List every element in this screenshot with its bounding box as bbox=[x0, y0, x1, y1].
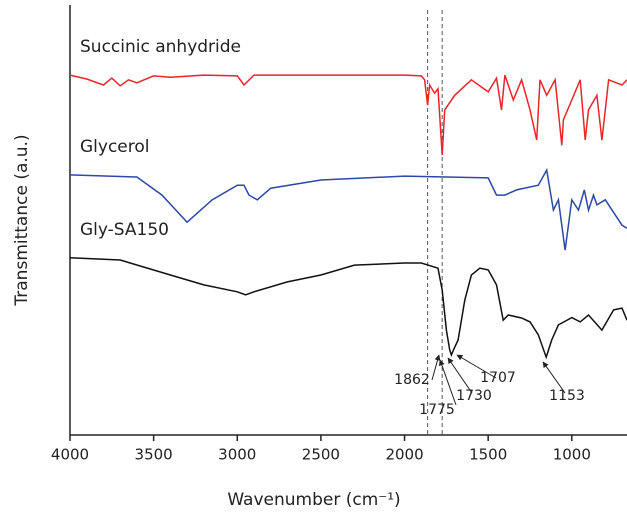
annotation-arrow bbox=[456, 354, 497, 379]
spectrum-line bbox=[69, 74, 627, 156]
annotation-arrow bbox=[447, 357, 473, 394]
x-tick-label: 2500 bbox=[302, 446, 340, 464]
spectrum-line bbox=[69, 257, 627, 360]
x-tick-label: 1000 bbox=[553, 446, 591, 464]
series-label: Gly-SA150 bbox=[80, 220, 169, 240]
annotation-arrow bbox=[542, 361, 566, 394]
x-tick-label: 1500 bbox=[469, 446, 507, 464]
annotation-arrow bbox=[438, 359, 457, 406]
x-tick-label: 4000 bbox=[51, 446, 89, 464]
annotation: 1775 bbox=[419, 402, 455, 418]
x-tick-label: 2000 bbox=[385, 446, 423, 464]
y-axis-label: Transmittance (a.u.) bbox=[12, 134, 32, 306]
x-tick-label: 3500 bbox=[135, 446, 173, 464]
series-label: Glycerol bbox=[80, 137, 150, 157]
annotation: 1153 bbox=[549, 388, 585, 404]
series-label: Succinic anhydride bbox=[80, 37, 241, 57]
annotation: 1730 bbox=[456, 388, 492, 404]
x-axis-label: Wavenumber (cm⁻¹) bbox=[227, 490, 400, 510]
annotation-arrow bbox=[431, 354, 441, 381]
spectrum-line bbox=[69, 167, 627, 251]
annotation: 1862 bbox=[394, 372, 430, 388]
x-tick-label: 3000 bbox=[218, 446, 256, 464]
